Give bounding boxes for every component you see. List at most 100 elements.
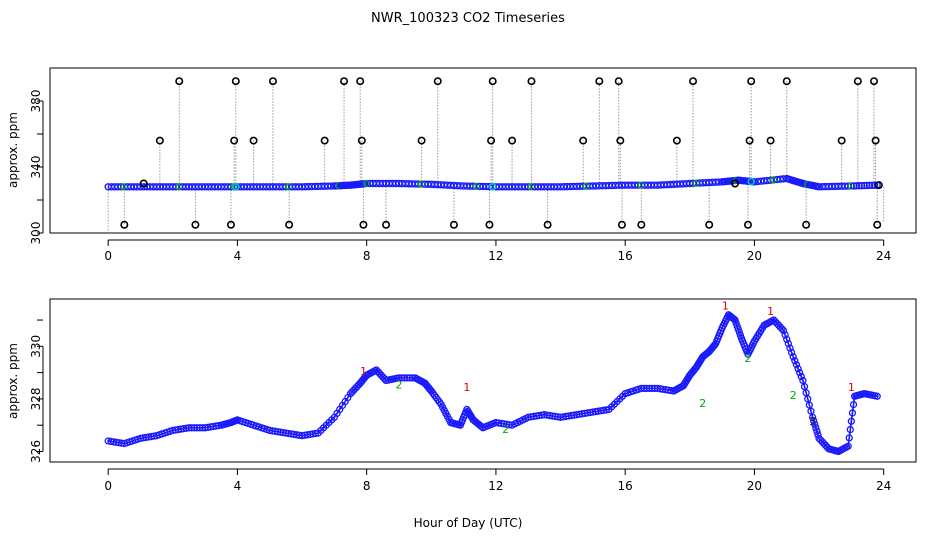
top-outlier-point: [595, 77, 604, 86]
bottom-data-point: [811, 420, 819, 428]
top-highlight-point: [747, 177, 756, 186]
top-outlier-point: [433, 77, 442, 86]
top-outlier-point: [285, 220, 294, 229]
bottom-y-axis-label: approx. ppm: [6, 343, 20, 419]
bottom-x-tick-label: 16: [618, 479, 633, 493]
bottom-data-point: [792, 361, 801, 369]
bottom-plot-frame: [49, 298, 917, 463]
top-data-point: [855, 182, 863, 190]
bottom-y-tick-label: 328: [29, 387, 43, 410]
top-outlier-point: [359, 220, 368, 229]
top-outlier-point: [853, 77, 862, 86]
top-outlier-point: [320, 136, 329, 145]
top-data-point: [847, 182, 856, 190]
bottom-data-point: [786, 344, 794, 352]
bottom-data-point: [846, 425, 854, 434]
top-outlier-point: [614, 77, 623, 86]
top-outlier-point: [340, 77, 349, 86]
top-outlier-point: [745, 136, 754, 145]
top-outlier-point: [357, 136, 366, 145]
top-outlier-point: [782, 77, 791, 86]
top-outlier-point: [766, 136, 775, 145]
top-outlier-point: [731, 179, 740, 188]
bottom-x-tick-label: 24: [876, 479, 891, 493]
top-outlier-point: [747, 77, 756, 86]
top-outlier-point: [579, 136, 588, 145]
bottom-data-point: [730, 315, 738, 323]
bottom-data-point: [844, 442, 852, 450]
top-outlier-point: [802, 220, 811, 229]
top-outlier-point: [356, 77, 365, 86]
bottom-x-tick-label: 20: [747, 479, 762, 493]
bottom-y-axis: 326 328 330: [29, 319, 44, 463]
top-outlier-point: [175, 77, 184, 86]
top-data-point: [865, 181, 874, 190]
top-y-tick-label: 300: [29, 222, 43, 245]
bottom-data-point: [873, 392, 881, 400]
bottom-spike-label: 1: [463, 381, 470, 394]
top-spike-guides: [107, 81, 885, 232]
top-x-tick-label: 16: [618, 249, 633, 263]
top-outlier-point: [543, 220, 552, 229]
bottom-data-point: [812, 424, 820, 432]
top-x-tick-label: 24: [876, 249, 891, 263]
top-outlier-point: [226, 220, 235, 229]
top-outlier-point: [417, 136, 426, 145]
top-outlier-point: [191, 220, 200, 229]
top-data-point: [858, 181, 866, 190]
bottom-data-point: [810, 417, 818, 425]
bottom-y-tick-label: 330: [29, 335, 43, 358]
top-outlier-point: [743, 220, 752, 229]
bottom-x-axis: 0 4 8 12 16 20 24: [104, 468, 891, 493]
top-outlier-point: [155, 136, 164, 145]
top-series-points: [104, 174, 881, 191]
top-outlier-point: [617, 220, 626, 229]
top-highlight-point: [488, 182, 497, 191]
top-outlier-point: [382, 220, 391, 229]
top-data-point: [850, 182, 858, 190]
bottom-data-point: [847, 417, 856, 425]
top-y-tick-label: 340: [29, 156, 43, 179]
top-outlier-point: [689, 77, 698, 86]
bottom-spike-label: 1: [848, 381, 855, 394]
top-y-axis: 300 340 380: [29, 90, 44, 245]
top-x-tick-label: 0: [104, 249, 112, 263]
bottom-data-point: [794, 365, 802, 373]
bottom-data-point: [781, 331, 789, 339]
top-x-tick-label: 8: [363, 249, 371, 263]
bottom-spike-label: 3: [809, 415, 816, 428]
top-x-tick-label: 12: [488, 249, 503, 263]
top-outlier-point: [120, 220, 129, 229]
top-outlier-point: [672, 136, 681, 145]
bottom-data-point: [778, 325, 786, 333]
top-outlier-point: [874, 181, 883, 190]
top-outlier-point: [869, 77, 878, 86]
bottom-spike-label: 1: [722, 300, 729, 313]
top-outlier-point: [231, 77, 240, 86]
bottom-data-point: [797, 372, 805, 381]
top-data-point: [870, 181, 879, 189]
bottom-spike-label: 2: [699, 397, 706, 410]
chart-title: NWR_100323 CO2 Timeseries: [371, 11, 565, 26]
top-outlier-point: [268, 77, 277, 86]
top-outlier-point: [249, 136, 258, 145]
bottom-data-point: [845, 434, 853, 442]
bottom-data-point: [796, 368, 804, 377]
bottom-x-tick-label: 8: [363, 479, 371, 493]
bottom-y-tick-label: 326: [29, 440, 43, 463]
top-highlight-point: [232, 183, 240, 191]
top-outlier-point: [230, 136, 239, 145]
top-outlier-point: [485, 220, 494, 229]
bottom-x-tick-label: 12: [488, 479, 503, 493]
top-plot-frame: [49, 67, 917, 234]
top-outlier-point: [705, 220, 714, 229]
top-outlier-point: [871, 136, 880, 145]
bottom-data-point: [789, 353, 797, 361]
bottom-data-point: [787, 348, 796, 357]
x-axis-label: Hour of Day (UTC): [414, 516, 523, 530]
top-outlier-point: [527, 77, 536, 86]
